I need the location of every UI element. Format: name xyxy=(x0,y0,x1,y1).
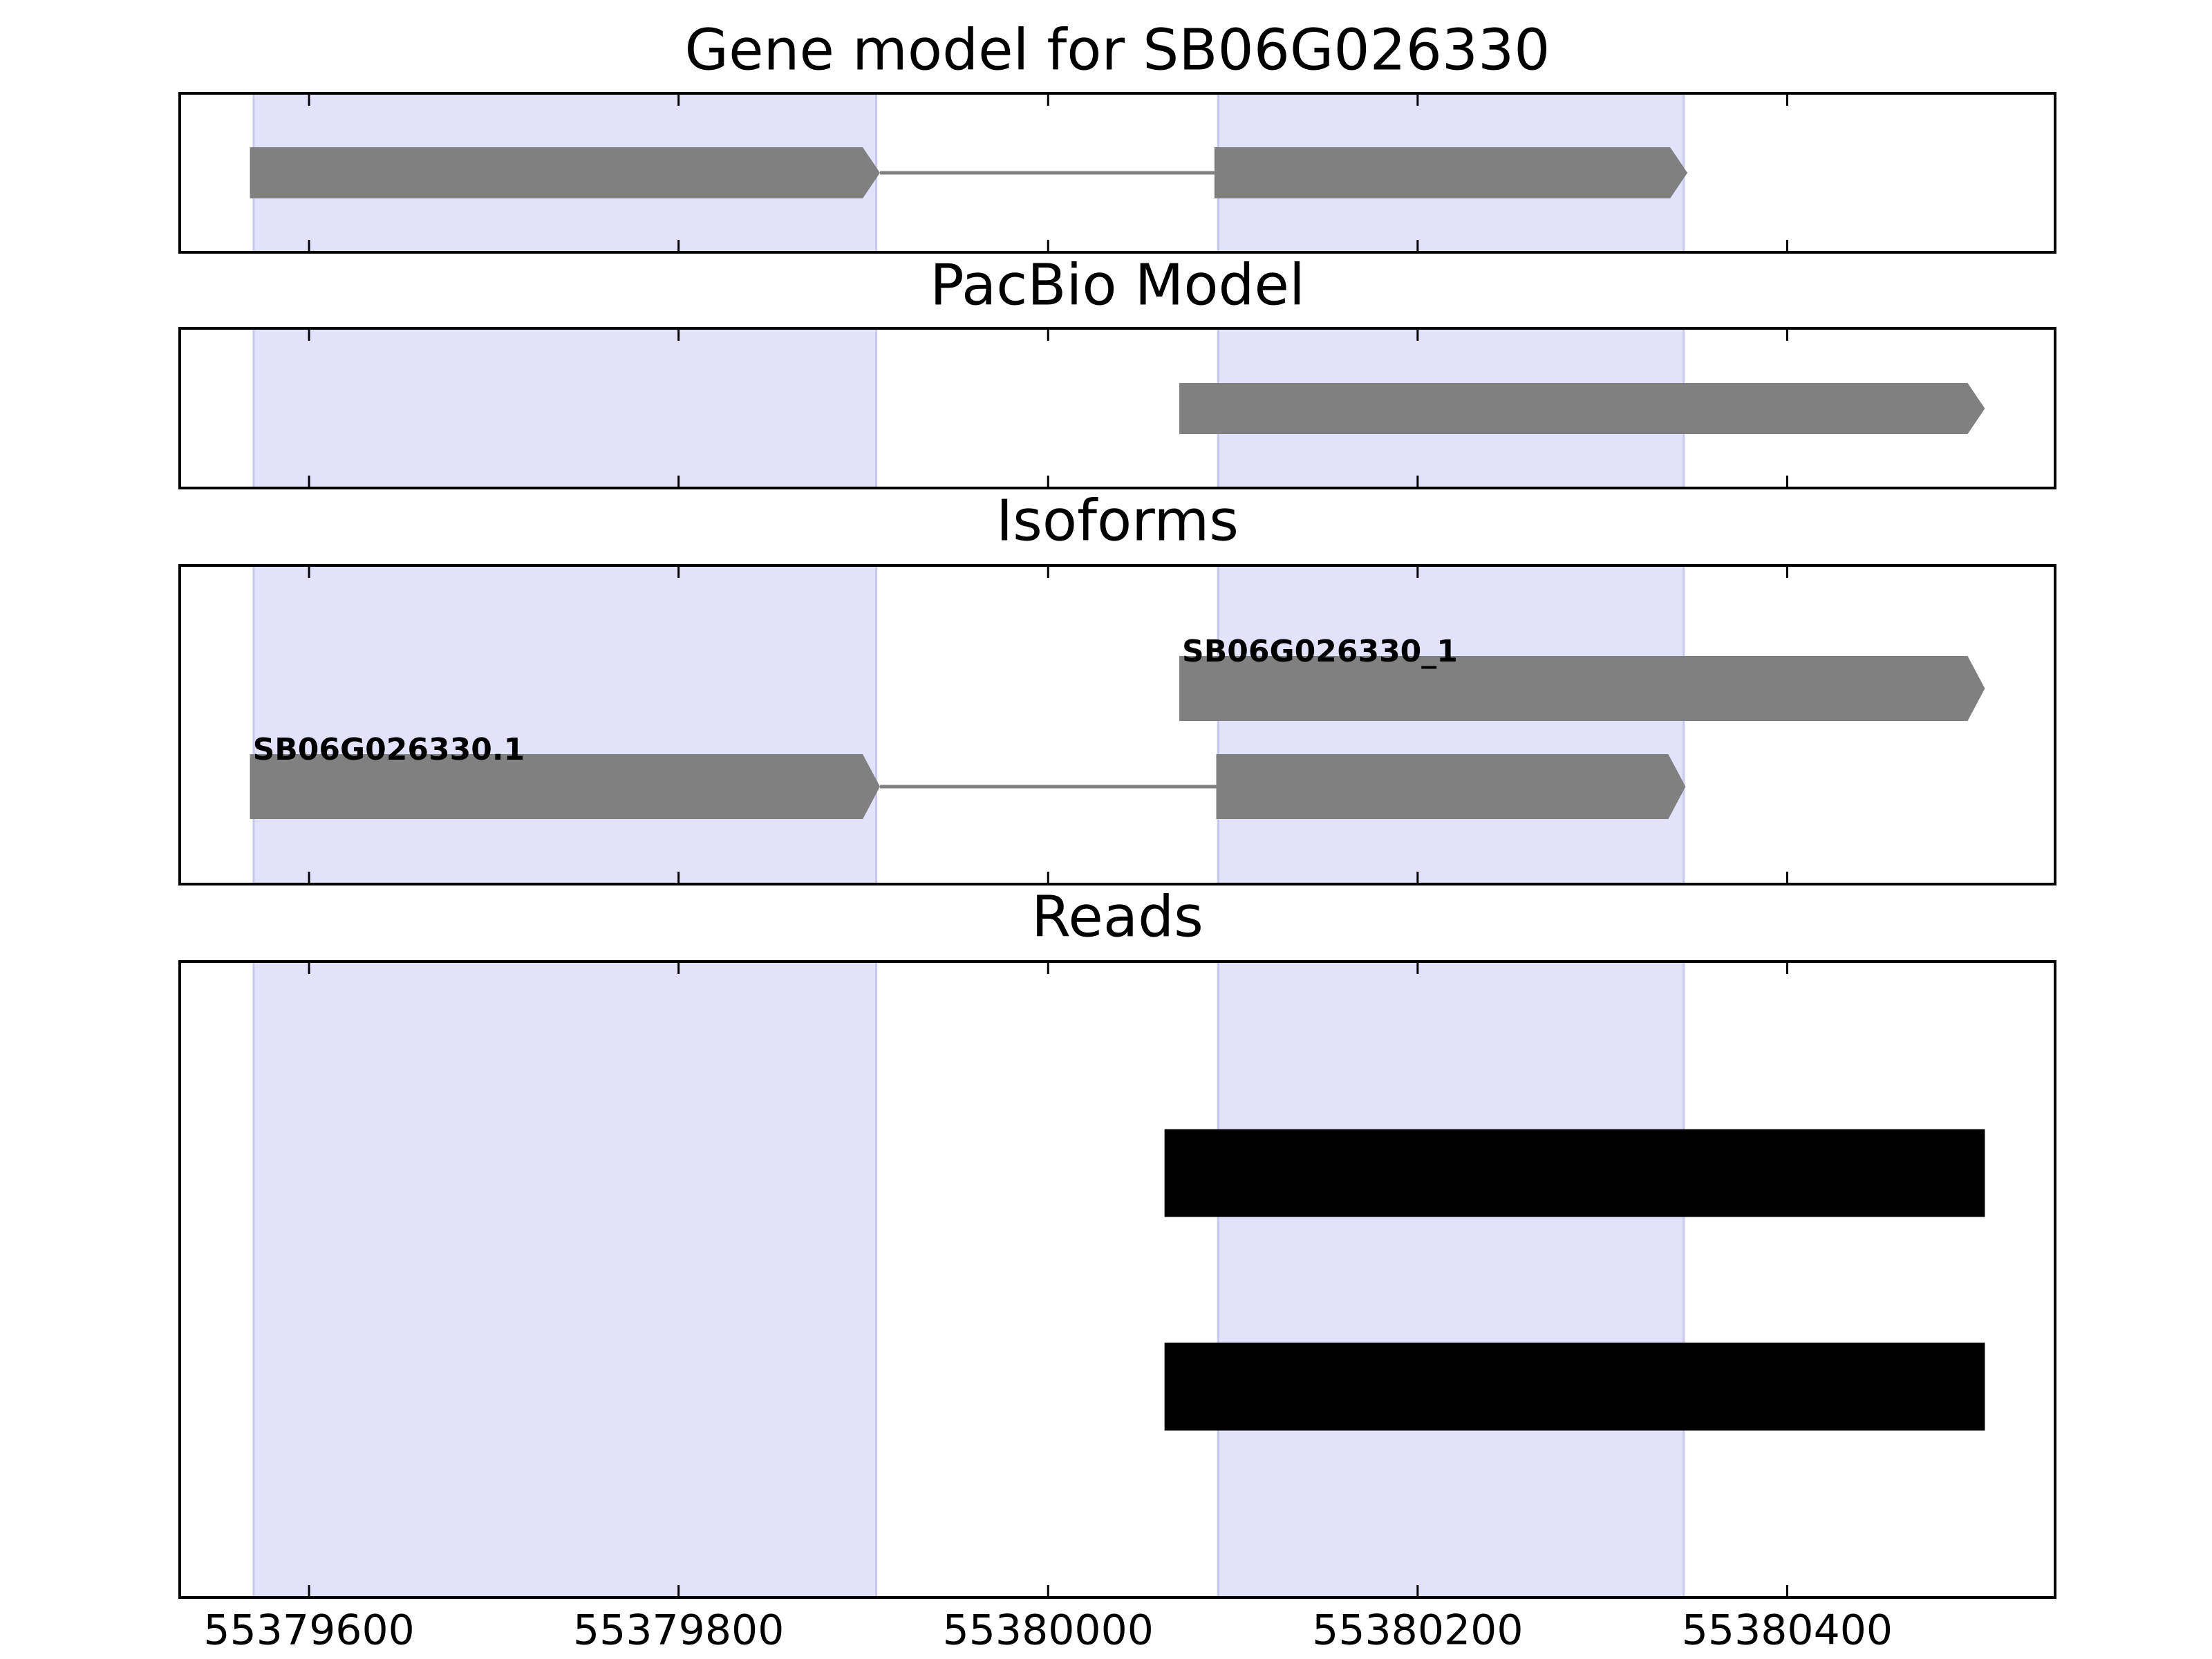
read xyxy=(1164,1342,1985,1431)
read xyxy=(1164,1129,1985,1217)
exon-shade xyxy=(1217,960,1685,1599)
exon-shade xyxy=(252,564,878,885)
exon-shade xyxy=(252,327,878,489)
panel-frame xyxy=(178,327,2056,489)
x-tick-label: 55380200 xyxy=(1312,1606,1523,1655)
x-tick-label: 55379600 xyxy=(203,1606,414,1655)
panel-title: Reads xyxy=(1031,884,1203,950)
x-tick-label: 55380400 xyxy=(1682,1606,1893,1655)
exon xyxy=(1216,754,1686,819)
panel-frame xyxy=(178,92,2056,254)
exon xyxy=(250,147,881,198)
exon-shade xyxy=(1217,564,1685,885)
exon xyxy=(1179,656,1985,721)
isoform-label: SB06G026330.1 xyxy=(253,732,525,767)
panel-title: PacBio Model xyxy=(930,252,1305,318)
x-tick-label: 55379800 xyxy=(573,1606,784,1655)
exon-shade xyxy=(252,960,878,1599)
x-tick-label: 55380000 xyxy=(943,1606,1154,1655)
panel-title: Gene model for SB06G026330 xyxy=(685,17,1550,83)
isoform-label: SB06G026330_1 xyxy=(1182,634,1458,669)
exon xyxy=(250,754,881,819)
panel-frame xyxy=(178,960,2056,1599)
exon xyxy=(1179,383,1985,434)
panel-frame xyxy=(178,564,2056,885)
exon xyxy=(1214,147,1688,198)
panel-title: Isoforms xyxy=(996,488,1239,554)
